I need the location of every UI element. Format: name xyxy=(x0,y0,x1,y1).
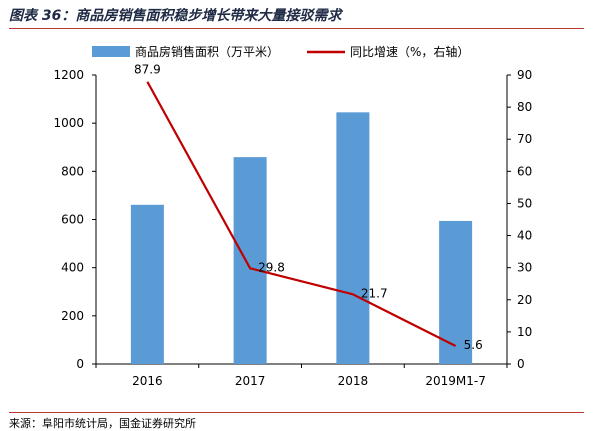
legend-label-bar: 商品房销售面积（万平米） xyxy=(135,44,279,59)
legend-swatch-bar xyxy=(92,46,130,57)
line-data-label: 5.6 xyxy=(464,338,483,352)
left-tick-label: 800 xyxy=(61,164,84,178)
chart-title: 图表 36：商品房销售面积稳步增长带来大量接驳需求 xyxy=(9,8,342,24)
source-divider xyxy=(9,412,584,413)
right-tick-label: 20 xyxy=(517,293,532,307)
left-tick-label: 0 xyxy=(76,357,84,371)
legend-label-line: 同比增速（%，右轴） xyxy=(350,44,469,59)
right-tick-label: 70 xyxy=(517,132,532,146)
right-tick-label: 90 xyxy=(517,68,532,82)
line-data-label: 29.8 xyxy=(258,260,285,274)
right-tick-label: 60 xyxy=(517,164,532,178)
source-note: 来源：阜阳市统计局，国金证券研究所 xyxy=(9,417,196,430)
bar xyxy=(336,112,370,365)
x-tick-label: 2018 xyxy=(338,374,369,388)
right-tick-label: 0 xyxy=(517,357,525,371)
right-tick-label: 50 xyxy=(517,196,532,210)
left-tick-label: 600 xyxy=(61,213,84,227)
left-tick-label: 200 xyxy=(61,309,84,323)
bar xyxy=(233,157,267,364)
left-tick-label: 400 xyxy=(61,261,84,275)
title-divider xyxy=(9,28,584,29)
right-tick-label: 40 xyxy=(517,229,532,243)
left-tick-label: 1000 xyxy=(53,116,84,130)
x-tick-label: 2019M1-7 xyxy=(425,374,486,388)
bar xyxy=(130,204,164,364)
right-tick-label: 30 xyxy=(517,261,532,275)
growth-line xyxy=(146,81,457,348)
chart: 0 200 400 600 800 1000 1200 0 10 20 30 40 50 60 70 80 90… xyxy=(53,44,532,388)
line-data-label: 21.7 xyxy=(361,286,388,300)
right-tick-label: 80 xyxy=(517,100,532,114)
right-tick-label: 10 xyxy=(517,325,532,339)
line-data-label: 87.9 xyxy=(134,63,161,77)
x-tick-label: 2016 xyxy=(132,374,163,388)
left-tick-label: 1200 xyxy=(53,68,84,82)
x-tick-label: 2017 xyxy=(235,374,266,388)
